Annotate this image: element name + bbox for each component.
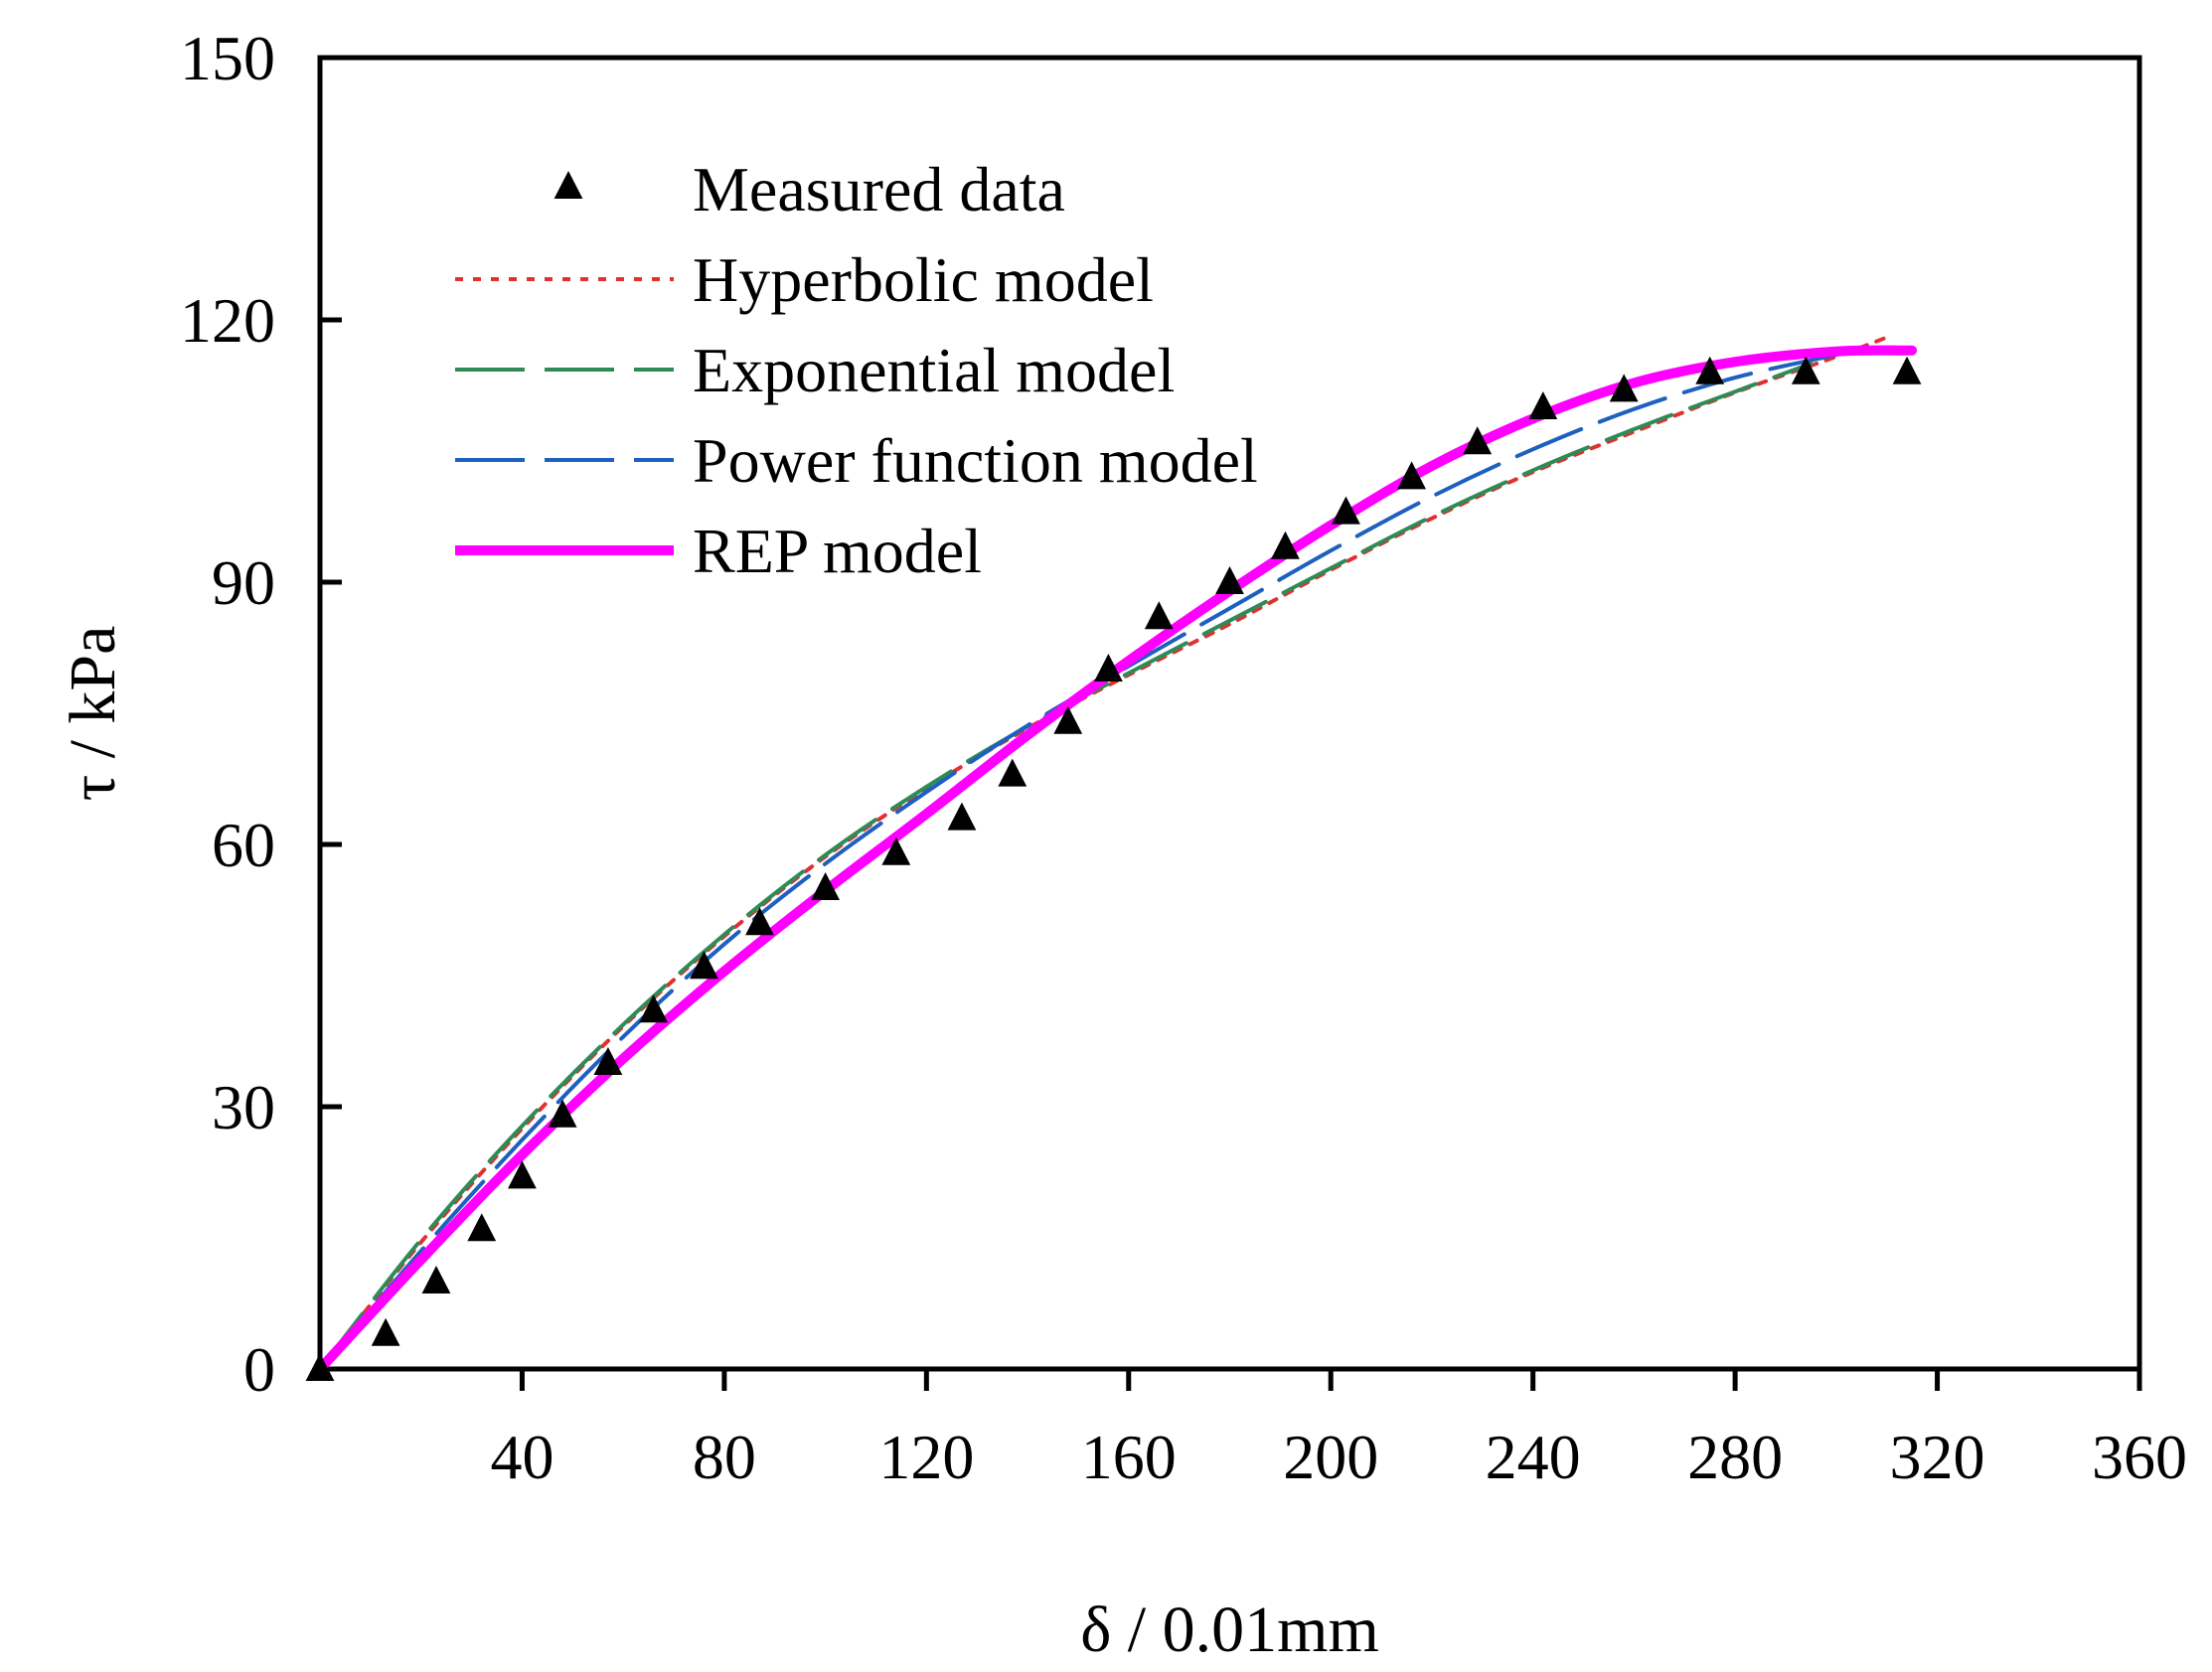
data-point-measured-data bbox=[690, 951, 718, 980]
x-tick-label: 320 bbox=[1890, 1422, 1985, 1492]
data-point-measured-data bbox=[467, 1213, 497, 1242]
x-tick-label: 80 bbox=[693, 1422, 756, 1492]
y-tick-label: 90 bbox=[212, 547, 275, 618]
data-point-measured-data bbox=[1892, 356, 1922, 384]
legend-item-rep-model: REP model bbox=[455, 516, 982, 586]
x-tick-label: 280 bbox=[1687, 1422, 1783, 1492]
legend: Measured data Hyperbolic model Exponential… bbox=[455, 154, 1258, 586]
data-point-measured-data bbox=[1215, 566, 1244, 594]
data-point-measured-data bbox=[1791, 356, 1820, 384]
x-tick-label: 360 bbox=[2092, 1422, 2187, 1492]
x-tick-label: 240 bbox=[1486, 1422, 1581, 1492]
data-point-measured-data bbox=[371, 1317, 400, 1346]
data-point-measured-data bbox=[421, 1266, 451, 1293]
series-line-power-function-model bbox=[318, 353, 1838, 1371]
legend-label: Measured data bbox=[693, 154, 1065, 225]
legend-item-hyperbolic-model: Hyperbolic model bbox=[455, 244, 1154, 315]
data-point-measured-data bbox=[305, 1353, 335, 1381]
data-point-measured-data bbox=[811, 872, 841, 900]
y-tick-label: 120 bbox=[180, 285, 275, 356]
x-tick-label: 40 bbox=[490, 1422, 553, 1492]
x-axis-ticks: 40 80 120 160 200 240 280 320 360 bbox=[490, 1369, 2187, 1492]
data-point-measured-data bbox=[998, 758, 1027, 787]
x-tick-label: 120 bbox=[878, 1422, 974, 1492]
data-point-measured-data bbox=[1053, 705, 1083, 734]
series-line-exponential-model bbox=[318, 362, 1814, 1371]
data-point-measured-data bbox=[881, 836, 911, 865]
plot-area-border bbox=[317, 55, 2142, 1372]
y-axis-ticks: 0 30 60 90 120 150 bbox=[180, 23, 342, 1405]
y-tick-label: 150 bbox=[180, 23, 275, 93]
data-point-measured-data bbox=[1609, 374, 1639, 402]
data-point-measured-data bbox=[1397, 461, 1426, 490]
data-point-measured-data bbox=[1695, 356, 1725, 384]
legend-label: Exponential model bbox=[693, 335, 1175, 405]
data-point-measured-data bbox=[548, 1099, 577, 1128]
data-point-measured-data bbox=[1271, 531, 1300, 559]
y-axis-title: τ / kPa bbox=[57, 626, 129, 802]
data-point-measured-data bbox=[508, 1160, 537, 1189]
x-axis-title: δ / 0.01mm bbox=[1080, 1594, 1379, 1666]
y-tick-label: 60 bbox=[212, 810, 275, 880]
x-tick-label: 160 bbox=[1081, 1422, 1177, 1492]
legend-marker-icon bbox=[553, 171, 583, 199]
legend-item-power-function-model: Power function model bbox=[455, 425, 1258, 496]
x-tick-label: 200 bbox=[1283, 1422, 1378, 1492]
legend-label: Power function model bbox=[693, 425, 1258, 496]
y-tick-label: 0 bbox=[243, 1334, 275, 1405]
data-point-measured-data bbox=[1144, 601, 1174, 630]
legend-item-exponential-model: Exponential model bbox=[455, 335, 1175, 405]
data-point-measured-data bbox=[1463, 426, 1493, 455]
y-tick-label: 30 bbox=[212, 1072, 275, 1142]
data-point-measured-data bbox=[1332, 496, 1360, 525]
data-point-measured-data bbox=[1528, 391, 1558, 419]
plot-frame bbox=[317, 55, 2142, 1372]
data-point-measured-data bbox=[639, 994, 669, 1023]
series-line-rep-model bbox=[315, 345, 1918, 1374]
data-point-measured-data bbox=[947, 802, 977, 831]
data-point-measured-data bbox=[745, 907, 774, 936]
series-points bbox=[305, 356, 1922, 1381]
legend-item-measured-data: Measured data bbox=[553, 154, 1065, 225]
legend-label: Hyperbolic model bbox=[693, 244, 1154, 315]
data-point-measured-data bbox=[1094, 654, 1123, 682]
data-point-measured-data bbox=[593, 1047, 623, 1075]
legend-label: REP model bbox=[693, 516, 982, 586]
